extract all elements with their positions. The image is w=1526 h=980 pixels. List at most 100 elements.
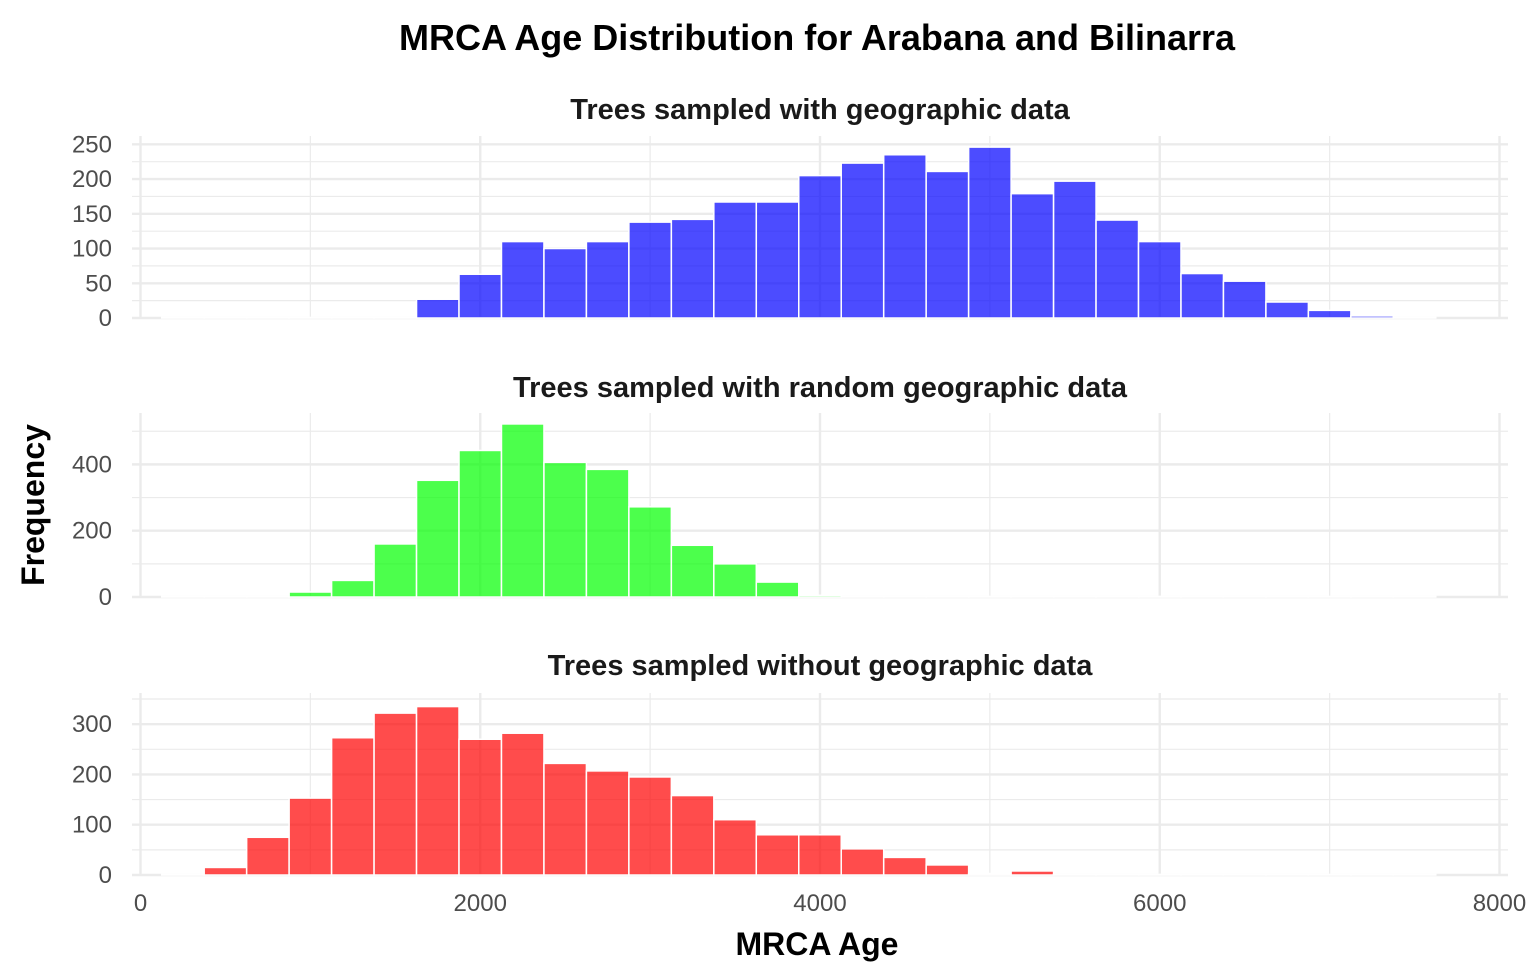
histogram-bar: [373, 316, 418, 319]
histogram-bar: [415, 479, 460, 598]
histogram-bar: [1010, 192, 1055, 319]
histogram-bar: [925, 170, 970, 319]
facet-panels: Trees sampled with geographic data 0 50 100…: [72, 94, 1526, 917]
histogram-bar: [330, 579, 375, 598]
chart-title: MRCA Age Distribution for Arabana and Bi…: [399, 17, 1236, 58]
histogram-bar: [1095, 873, 1140, 876]
y-tick-label: 0: [99, 862, 112, 889]
histogram-bar: [330, 736, 375, 876]
histogram-bar: [1010, 870, 1055, 876]
histogram-bar: [1137, 873, 1182, 876]
y-tick-label: 300: [72, 711, 112, 738]
histogram-bar: [458, 738, 503, 876]
histogram-bar: [203, 316, 248, 319]
histogram-bar: [1137, 595, 1182, 598]
y-axis-title: Frequency: [15, 424, 51, 586]
histogram-bar: [798, 174, 842, 319]
facet-panel-2: Trees sampled with random geographic dat…: [72, 372, 1508, 611]
histogram-bar: [755, 834, 800, 876]
histogram-bar: [670, 218, 715, 319]
histogram-bar: [628, 776, 673, 876]
x-axis-title: MRCA Age: [736, 926, 899, 962]
histogram-bar: [713, 818, 758, 876]
facet-title: Trees sampled with geographic data: [570, 94, 1070, 126]
histogram-bar: [1350, 315, 1395, 319]
histogram-bar: [1350, 595, 1395, 598]
histogram-bar: [543, 762, 588, 876]
x-tick-label: 8000: [1473, 890, 1526, 917]
histogram-bar: [670, 544, 715, 598]
histogram-bar: [1010, 595, 1055, 598]
histogram-bar: [967, 146, 1012, 319]
histogram-bar: [543, 461, 588, 598]
histogram-bar: [1222, 595, 1267, 598]
histogram-bar: [160, 316, 205, 319]
x-tick-label: 6000: [1133, 890, 1186, 917]
histogram-bar: [670, 794, 715, 876]
histogram-bar: [585, 240, 630, 319]
histogram-bar: [373, 543, 418, 598]
y-tick-label: 250: [72, 131, 112, 158]
histogram-bar: [755, 581, 800, 598]
histogram-bar: [1222, 873, 1267, 876]
histogram-bar: [1307, 873, 1352, 876]
histogram-bar: [882, 154, 927, 319]
histogram-bar: [330, 316, 375, 319]
histogram-bar: [1265, 873, 1310, 876]
y-tick-label: 200: [72, 761, 112, 788]
histogram-bar: [840, 848, 885, 876]
histogram-bar: [925, 595, 970, 598]
histogram-bar: [1052, 180, 1097, 319]
histogram-bar: [1095, 219, 1140, 319]
histogram-bar: [288, 591, 333, 598]
histogram-bar: [1095, 595, 1140, 598]
histogram-bar: [1307, 595, 1352, 598]
histogram-bar: [1052, 595, 1097, 598]
histogram-bar: [585, 770, 630, 876]
histogram-bar: [628, 221, 673, 319]
facet-title: Trees sampled without geographic data: [548, 650, 1094, 682]
y-tick-label: 0: [99, 584, 112, 611]
histogram-bar: [840, 162, 885, 319]
facet-panel-3: Trees sampled without geographic data 0 10…: [72, 650, 1508, 889]
y-tick-label: 200: [72, 166, 112, 193]
histogram-bar: [882, 595, 927, 598]
histogram-bar: [1265, 595, 1310, 598]
histogram-bar: [967, 595, 1012, 598]
histogram-bar: [500, 732, 545, 876]
y-tick-label: 200: [72, 518, 112, 545]
y-tick-label: 50: [85, 270, 112, 297]
facet-title: Trees sampled with random geographic dat…: [513, 372, 1128, 404]
histogram-bar: [543, 247, 588, 319]
y-tick-label: 100: [72, 812, 112, 839]
histogram-bar: [1307, 309, 1352, 319]
histogram-bar: [1052, 873, 1097, 876]
histogram-bar: [1222, 280, 1267, 319]
histogram-bar: [1392, 595, 1437, 598]
histogram-bar: [1137, 240, 1182, 319]
histogram-bar: [798, 834, 842, 876]
histogram-bar: [415, 705, 460, 876]
histogram-bar: [755, 201, 800, 319]
histogram-bar: [798, 594, 842, 598]
histogram-bar: [713, 201, 758, 319]
histogram-bar: [160, 873, 205, 876]
histogram-bar: [1180, 595, 1225, 598]
histogram-bar: [628, 506, 673, 598]
histogram-bar: [840, 595, 885, 598]
histogram-bar: [713, 563, 758, 598]
histogram-bar: [967, 872, 1012, 876]
histogram-bar: [245, 595, 290, 598]
x-tick-label: 0: [134, 890, 147, 917]
y-tick-label: 0: [99, 305, 112, 332]
histogram-bar: [288, 797, 333, 876]
histogram-bar: [203, 595, 248, 598]
histogram-bar: [1392, 316, 1437, 319]
histogram-bar: [1350, 873, 1395, 876]
histogram-bar: [203, 866, 248, 876]
y-tick-label: 100: [72, 236, 112, 263]
histogram-bar: [458, 449, 503, 598]
histogram-bar: [160, 595, 205, 598]
